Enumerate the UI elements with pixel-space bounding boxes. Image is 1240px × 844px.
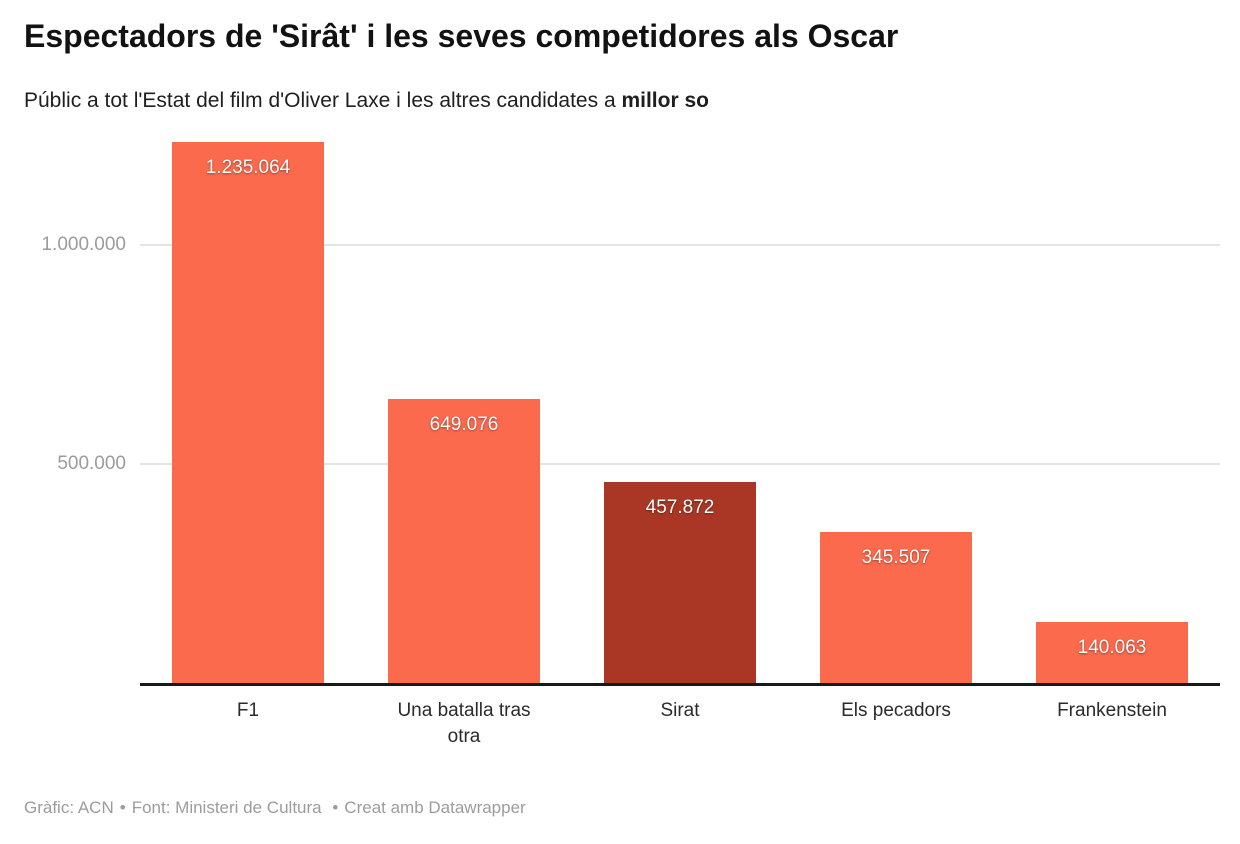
bar-slot: 140.063 xyxy=(1004,123,1220,683)
bar-els-pecadors: 345.507 xyxy=(820,531,972,683)
footer-separator: • xyxy=(119,798,126,817)
bar-value-label: 345.507 xyxy=(861,546,931,568)
footer-credit: Gràfic: ACN xyxy=(24,798,114,817)
x-axis-category-label: F1 xyxy=(140,686,356,750)
bar-frankenstein: 140.063 xyxy=(1036,621,1188,683)
x-axis-line xyxy=(140,682,1220,686)
x-axis-category-text: Els pecadors xyxy=(841,699,951,721)
bar-value-label: 1.235.064 xyxy=(205,156,291,178)
bar-slot: 345.507 xyxy=(788,123,1004,683)
chart-title: Espectadors de 'Sirât' i les seves compe… xyxy=(24,18,899,54)
y-axis-tick-label: 500.000 xyxy=(57,452,126,474)
chart-subtitle-text: Públic a tot l'Estat del film d'Oliver L… xyxy=(24,88,622,112)
bar-value-label: 140.063 xyxy=(1077,636,1147,658)
footer-source: Font: Ministeri de Cultura xyxy=(131,798,322,817)
bar-slot: 649.076 xyxy=(356,123,572,683)
plot-area: 1.235.064 649.076 457.872 345.507 140.063 xyxy=(140,123,1220,683)
bar-slot: 1.235.064 xyxy=(140,123,356,683)
y-gridline xyxy=(140,243,1220,246)
bar-una-batalla-tras-otra: 649.076 xyxy=(388,398,540,683)
y-gridline xyxy=(140,462,1220,465)
bar-f1: 1.235.064 xyxy=(172,141,324,683)
x-axis-category-label: Sirat xyxy=(572,686,788,750)
bar-chart: 1.235.064 649.076 457.872 345.507 140.063 F1… xyxy=(24,123,1220,747)
bar-value-label: 649.076 xyxy=(429,413,499,435)
datawrapper-attribution-link[interactable]: Creat amb Datawrapper xyxy=(344,798,526,817)
chart-subtitle: Públic a tot l'Estat del film d'Oliver L… xyxy=(24,87,1220,114)
bar-slot: 457.872 xyxy=(572,123,788,683)
footer-separator: • xyxy=(332,798,339,817)
chart-footer: Gràfic: ACN • Font: Ministeri de Cultura •… xyxy=(24,798,526,818)
x-axis-category-text: Sirat xyxy=(660,699,700,721)
x-axis-category-text: F1 xyxy=(236,699,260,721)
x-axis-category-text: Frankenstein xyxy=(1057,699,1167,721)
y-axis-tick-label: 1.000.000 xyxy=(41,233,126,255)
x-axis-category-label: Una batalla tras otra xyxy=(356,686,572,750)
x-axis-category-label: Frankenstein xyxy=(1004,686,1220,750)
x-axis-labels: F1 Una batalla tras otra Sirat Els pecadors… xyxy=(140,686,1220,750)
x-axis-category-text: Una batalla tras otra xyxy=(397,699,531,747)
chart-subtitle-bold-text: millor so xyxy=(621,88,709,112)
bar-value-label: 457.872 xyxy=(645,496,715,518)
chart-card: Espectadors de 'Sirât' i les seves compe… xyxy=(0,0,1240,114)
x-axis-category-label: Els pecadors xyxy=(788,686,1004,750)
bar-sirat: 457.872 xyxy=(604,481,756,683)
